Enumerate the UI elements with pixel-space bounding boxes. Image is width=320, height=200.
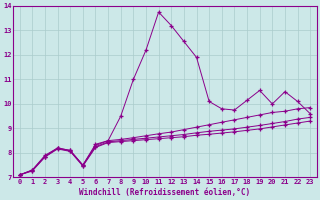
X-axis label: Windchill (Refroidissement éolien,°C): Windchill (Refroidissement éolien,°C): [79, 188, 251, 197]
